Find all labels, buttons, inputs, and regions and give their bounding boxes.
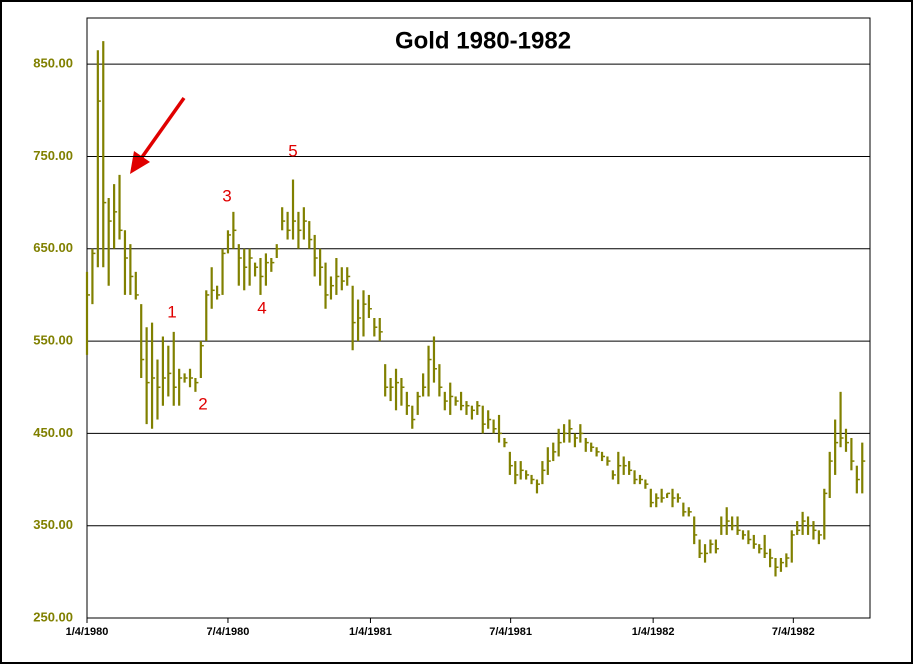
y-tick-label: 850.00: [33, 56, 73, 71]
y-tick-label: 750.00: [33, 148, 73, 163]
annotation: 4: [257, 298, 266, 317]
annotation: 3: [222, 186, 231, 205]
x-tick-label: 1/4/1981: [349, 626, 392, 638]
y-tick-label: 350.00: [33, 517, 73, 532]
y-tick-label: 450.00: [33, 425, 73, 440]
y-tick-label: 250.00: [33, 609, 73, 624]
x-tick-label: 1/4/1982: [632, 626, 675, 638]
x-tick-label: 7/4/1982: [772, 626, 815, 638]
y-tick-label: 650.00: [33, 240, 73, 255]
x-tick-label: 7/4/1980: [207, 626, 250, 638]
annotation: 1: [167, 302, 176, 321]
x-tick-label: 1/4/1980: [66, 626, 109, 638]
annotation: 5: [288, 141, 297, 160]
y-tick-label: 550.00: [33, 333, 73, 348]
annotation: 2: [198, 394, 207, 413]
x-tick-label: 7/4/1981: [489, 626, 532, 638]
chart-title: Gold 1980-1982: [395, 27, 571, 54]
